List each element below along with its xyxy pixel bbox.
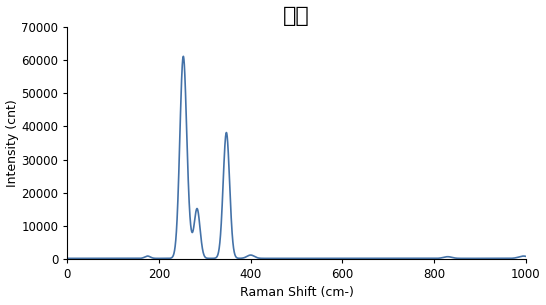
X-axis label: Raman Shift (cm-): Raman Shift (cm-) <box>240 286 353 300</box>
Title: 진사: 진사 <box>283 5 310 26</box>
Y-axis label: Intensity (cnt): Intensity (cnt) <box>5 99 19 187</box>
